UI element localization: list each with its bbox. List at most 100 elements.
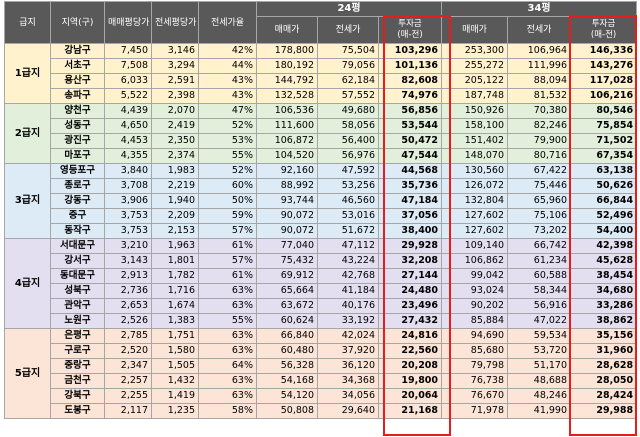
sale-24-cell: 93,744: [256, 193, 318, 209]
sale-24-cell: 90,072: [256, 223, 318, 239]
jeonse-per-pyeong-cell: 1,801: [151, 253, 199, 269]
sale-per-pyeong-cell: 6,033: [104, 73, 152, 89]
jeonse-per-pyeong-cell: 1,505: [151, 358, 199, 374]
jeonse-24-cell: 34,056: [317, 388, 379, 404]
sale-per-pyeong-cell: 5,522: [104, 88, 152, 104]
region-cell: 관악구: [50, 298, 105, 314]
jeonse-34-cell: 111,996: [507, 58, 572, 74]
region-cell: 성북구: [50, 283, 105, 299]
jeonse-per-pyeong-cell: 1,235: [151, 403, 199, 419]
sale-24-cell: 54,120: [256, 388, 318, 404]
sale-24-cell: 60,624: [256, 313, 318, 329]
sale-per-pyeong-cell: 3,708: [104, 178, 152, 194]
jeonse-ratio-cell: 44%: [198, 58, 257, 74]
investment-34-cell: 45,628: [570, 253, 638, 269]
sale-34-cell: 109,140: [441, 238, 509, 254]
table-row: 3급지 영등포구 3,840 1,983 52% 92,160 47,592 44,568 13…: [4, 163, 638, 239]
sale-34-cell: 126,072: [441, 178, 509, 194]
header-jeonse-24: 전세가: [317, 16, 379, 44]
sale-24-cell: 104,520: [256, 148, 318, 164]
jeonse-34-cell: 81,532: [507, 88, 572, 104]
table-row: 마포구 4,355 2,374 55% 104,520 56,976 47,544 148,0…: [5, 148, 638, 164]
jeonse-24-cell: 46,560: [317, 193, 379, 209]
jeonse-per-pyeong-cell: 1,751: [151, 328, 199, 344]
header-group-34: 34평: [441, 1, 638, 17]
jeonse-ratio-cell: 61%: [198, 268, 257, 284]
region-cell: 종로구: [50, 178, 105, 194]
jeonse-34-cell: 48,688: [507, 373, 572, 389]
investment-24-cell: 27,144: [377, 268, 443, 284]
price-table: 급지 지역(구) 매매평당가 전세평당가 전세가율 24평 34평 매매가 전세…: [4, 1, 638, 419]
sale-24-cell: 56,328: [256, 358, 318, 374]
investment-24-cell: 29,928: [377, 238, 443, 254]
sale-24-cell: 69,912: [256, 268, 318, 284]
investment-24-cell: 103,296: [377, 43, 443, 59]
investment-34-cell: 117,028: [570, 73, 638, 89]
jeonse-ratio-cell: 59%: [198, 208, 257, 224]
jeonse-per-pyeong-cell: 2,374: [151, 148, 199, 164]
sale-34-cell: 85,680: [441, 343, 509, 359]
sale-34-cell: 148,070: [441, 148, 509, 164]
investment-34-cell: 38,862: [570, 313, 638, 329]
sale-per-pyeong-cell: 3,143: [104, 253, 152, 269]
jeonse-ratio-cell: 64%: [198, 358, 257, 374]
sale-34-cell: 85,884: [441, 313, 509, 329]
jeonse-24-cell: 33,192: [317, 313, 379, 329]
sale-per-pyeong-cell: 4,355: [104, 148, 152, 164]
region-cell: 마포구: [50, 148, 105, 164]
table-row: 동작구 3,753 2,153 57% 90,072 51,672 38,400 127,60…: [5, 223, 638, 239]
sale-per-pyeong-cell: 4,453: [104, 133, 152, 149]
jeonse-24-cell: 42,024: [317, 328, 379, 344]
investment-34-cell: 54,400: [570, 223, 638, 239]
investment-34-cell: 146,336: [570, 43, 638, 59]
region-cell: 도봉구: [50, 403, 105, 419]
jeonse-34-cell: 53,720: [507, 343, 572, 359]
jeonse-ratio-cell: 63%: [198, 343, 257, 359]
table-row: 5급지 은평구 2,785 1,751 63% 66,840 42,024 24,816 94,…: [4, 328, 638, 419]
jeonse-per-pyeong-cell: 1,674: [151, 298, 199, 314]
jeonse-ratio-cell: 42%: [198, 43, 257, 59]
sale-34-cell: 255,272: [441, 58, 509, 74]
jeonse-24-cell: 51,672: [317, 223, 379, 239]
grade-label: 3급지: [4, 163, 51, 239]
sale-34-cell: 127,602: [441, 208, 509, 224]
region-cell: 노원구: [50, 313, 105, 329]
region-cell: 성동구: [50, 118, 105, 134]
sale-24-cell: 75,432: [256, 253, 318, 269]
jeonse-ratio-cell: 55%: [198, 148, 257, 164]
sale-24-cell: 50,808: [256, 403, 318, 419]
investment-24-cell: 47,184: [377, 193, 443, 209]
jeonse-34-cell: 48,246: [507, 388, 572, 404]
table-row: 종로구 3,708 2,219 60% 88,992 53,256 35,736 126,07…: [5, 178, 638, 194]
sale-per-pyeong-cell: 2,526: [104, 313, 152, 329]
jeonse-34-cell: 88,094: [507, 73, 572, 89]
region-cell: 송파구: [50, 88, 105, 104]
jeonse-per-pyeong-cell: 2,419: [151, 118, 199, 134]
sale-per-pyeong-cell: 3,906: [104, 193, 152, 209]
sale-24-cell: 65,664: [256, 283, 318, 299]
sale-per-pyeong-cell: 3,753: [104, 208, 152, 224]
jeonse-ratio-cell: 63%: [198, 283, 257, 299]
investment-24-cell: 50,472: [377, 133, 443, 149]
region-cell: 구로구: [50, 343, 105, 359]
sale-per-pyeong-cell: 3,840: [104, 163, 152, 179]
sale-per-pyeong-cell: 2,257: [104, 373, 152, 389]
table-row: 송파구 5,522 2,398 43% 132,528 57,552 74,976 187,7…: [5, 88, 638, 104]
jeonse-ratio-cell: 61%: [198, 238, 257, 254]
investment-label: 투자금: [398, 19, 422, 29]
jeonse-34-cell: 70,380: [507, 103, 572, 119]
table-row: 관악구 2,653 1,674 63% 63,672 40,176 23,496 90,202…: [5, 298, 638, 314]
price-spreadsheet: 급지 지역(구) 매매평당가 전세평당가 전세가율 24평 34평 매매가 전세…: [4, 1, 638, 436]
sale-24-cell: 132,528: [256, 88, 318, 104]
investment-24-cell: 24,480: [377, 283, 443, 299]
sale-34-cell: 90,202: [441, 298, 509, 314]
jeonse-per-pyeong-cell: 1,383: [151, 313, 199, 329]
sale-34-cell: 132,804: [441, 193, 509, 209]
table-row: 광진구 4,453 2,350 53% 106,872 56,400 50,472 151,4…: [5, 133, 638, 149]
sale-per-pyeong-cell: 2,736: [104, 283, 152, 299]
region-cell: 강북구: [50, 388, 105, 404]
investment-24-cell: 20,208: [377, 358, 443, 374]
investment-24-cell: 53,544: [377, 118, 443, 134]
investment-34-cell: 28,050: [570, 373, 638, 389]
jeonse-per-pyeong-cell: 2,070: [151, 103, 199, 119]
